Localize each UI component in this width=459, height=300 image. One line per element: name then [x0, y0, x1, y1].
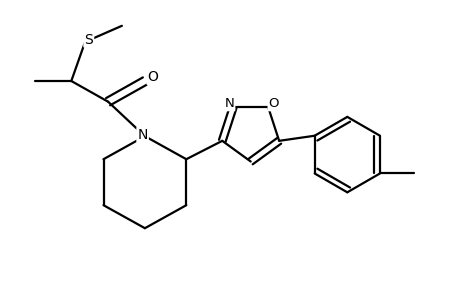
- Text: N: N: [224, 97, 234, 110]
- Text: O: O: [147, 70, 158, 84]
- Text: N: N: [137, 128, 147, 142]
- Text: O: O: [268, 97, 279, 110]
- Text: S: S: [84, 33, 93, 46]
